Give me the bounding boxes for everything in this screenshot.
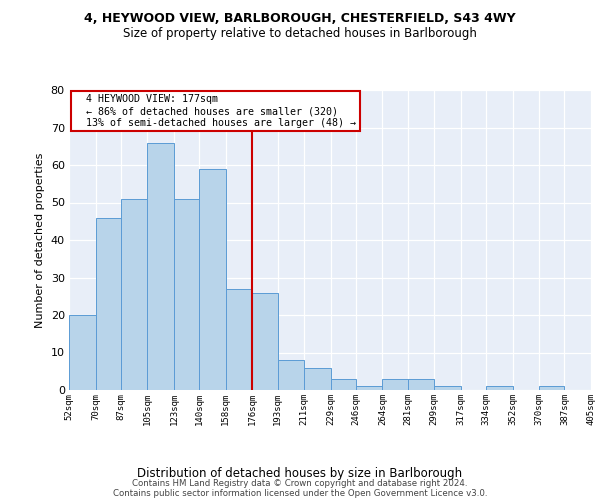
Bar <box>591 386 600 390</box>
Text: Contains HM Land Registry data © Crown copyright and database right 2024.: Contains HM Land Registry data © Crown c… <box>132 478 468 488</box>
Bar <box>121 198 148 390</box>
Bar <box>407 379 434 390</box>
Bar <box>199 169 226 390</box>
Bar <box>434 386 461 390</box>
Text: Distribution of detached houses by size in Barlborough: Distribution of detached houses by size … <box>137 467 463 480</box>
Bar <box>278 360 304 390</box>
Bar <box>174 198 199 390</box>
Bar <box>95 218 121 390</box>
Bar <box>331 379 356 390</box>
Text: 4 HEYWOOD VIEW: 177sqm
  ← 86% of detached houses are smaller (320)
  13% of sem: 4 HEYWOOD VIEW: 177sqm ← 86% of detached… <box>74 94 356 128</box>
Bar <box>69 315 95 390</box>
Y-axis label: Number of detached properties: Number of detached properties <box>35 152 45 328</box>
Bar <box>382 379 407 390</box>
Bar <box>148 142 174 390</box>
Bar <box>539 386 565 390</box>
Bar <box>253 292 278 390</box>
Text: 4, HEYWOOD VIEW, BARLBOROUGH, CHESTERFIELD, S43 4WY: 4, HEYWOOD VIEW, BARLBOROUGH, CHESTERFIE… <box>84 12 516 26</box>
Bar <box>486 386 512 390</box>
Bar <box>356 386 382 390</box>
Text: Size of property relative to detached houses in Barlborough: Size of property relative to detached ho… <box>123 28 477 40</box>
Bar <box>226 289 253 390</box>
Bar <box>304 368 331 390</box>
Text: Contains public sector information licensed under the Open Government Licence v3: Contains public sector information licen… <box>113 488 487 498</box>
